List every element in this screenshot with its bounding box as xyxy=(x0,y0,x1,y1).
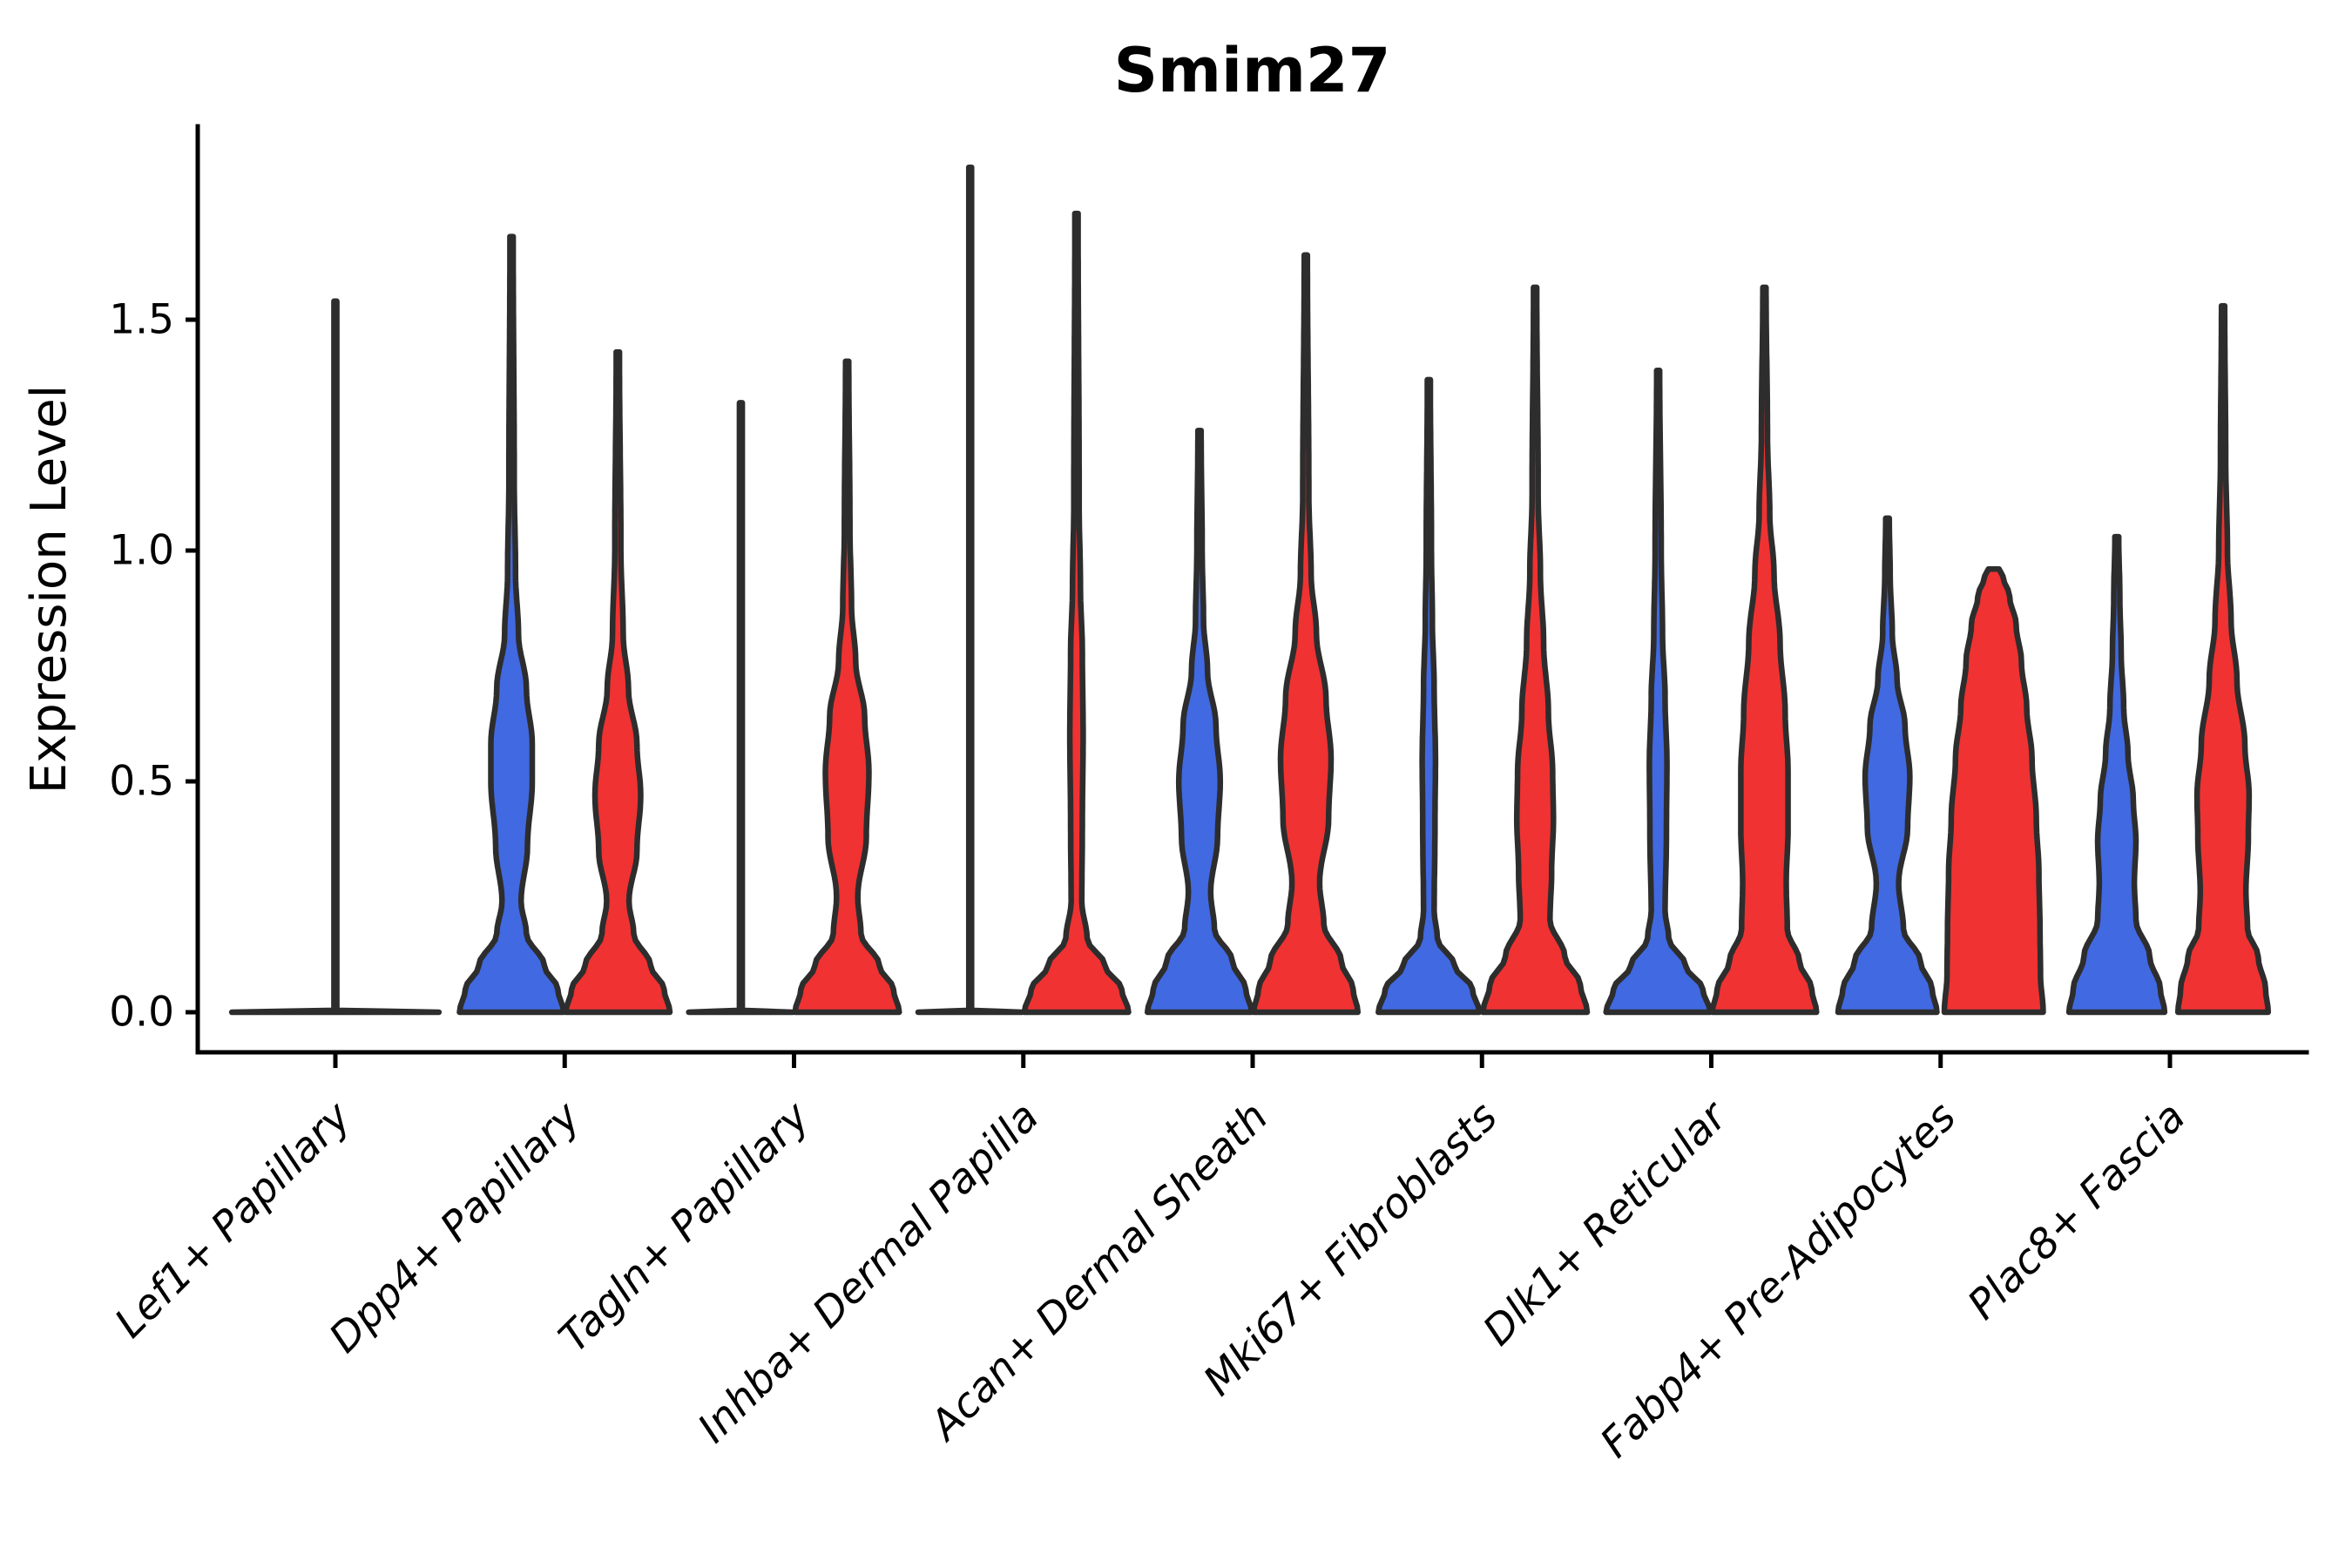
violin-mki67-fibroblasts-right xyxy=(1480,284,1591,1016)
y-tick-label: 1.0 xyxy=(109,527,174,575)
x-tick-label-lef1-papillary: Lef1+ Papillary xyxy=(105,1092,361,1348)
chart-title: Smim27 xyxy=(1114,35,1391,106)
violin-dpp4-papillary-right xyxy=(563,348,673,1016)
violins-layer xyxy=(228,164,2272,1016)
violin-plac8-fascia-right xyxy=(2174,302,2272,1016)
y-axis-label: Expression Level xyxy=(21,385,78,794)
violin-dlk1-reticular-right xyxy=(1709,284,1820,1016)
axes-layer xyxy=(186,124,2309,1068)
violin-plac8-fascia-left xyxy=(2065,533,2168,1016)
violin-inhba-dermal-papilla-right xyxy=(1021,210,1132,1016)
violin-acan-dermal-sheath-left xyxy=(1144,427,1255,1016)
violin-fabp4-pre-adipocytes-right xyxy=(1941,565,2046,1016)
violin-fabp4-pre-adipocytes-left xyxy=(1835,515,1940,1016)
y-tick-label: 0.5 xyxy=(109,758,174,806)
x-tick-label-tagln-papillary: Tagln+ Papillary xyxy=(550,1092,820,1362)
y-tick-label: 1.5 xyxy=(109,296,174,344)
violin-mki67-fibroblasts-left xyxy=(1375,376,1483,1016)
violin-lef1-papillary-single xyxy=(228,298,443,1016)
y-tick-label: 0.0 xyxy=(109,989,174,1037)
violin-inhba-dermal-papilla-left xyxy=(915,164,1025,1016)
violin-dpp4-papillary-left xyxy=(456,233,567,1016)
x-tick-label-plac8-fascia: Plac8+ Fascia xyxy=(1958,1093,2194,1329)
x-tick-label-dlk1-reticular: Dlk1+ Reticular xyxy=(1474,1092,1738,1355)
x-tick-label-dpp4-papillary: Dpp4+ Papillary xyxy=(321,1092,591,1362)
violin-tagln-papillary-right xyxy=(792,358,902,1016)
violin-acan-dermal-sheath-right xyxy=(1250,252,1362,1016)
violin-tagln-papillary-left xyxy=(686,400,796,1016)
violin-dlk1-reticular-left xyxy=(1603,368,1713,1016)
